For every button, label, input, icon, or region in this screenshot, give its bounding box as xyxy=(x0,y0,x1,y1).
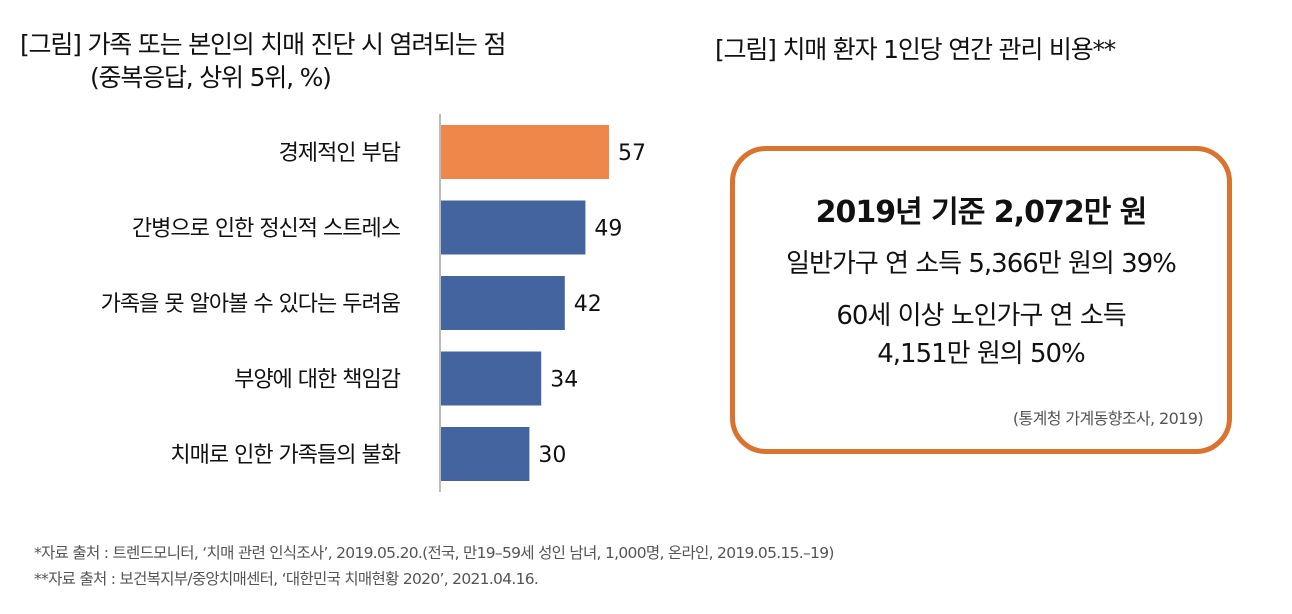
bar-3 xyxy=(441,276,565,330)
value-label-5: 30 xyxy=(538,443,566,468)
bar-4 xyxy=(441,351,542,406)
cost-line-general-household: 일반가구 연 소득 5,366만 원의 39% xyxy=(786,249,1177,279)
left-title-line1: [그림] 가족 또는 본인의 치매 진단 시 염려되는 점 xyxy=(20,30,506,59)
category-label-3: 가족을 못 알아볼 수 있다는 두려움 xyxy=(101,292,401,317)
bar-5 xyxy=(441,427,530,481)
value-label-2: 49 xyxy=(594,217,622,242)
right-panel-title: [그림] 치매 환자 1인당 연간 관리 비용** xyxy=(715,35,1116,64)
left-title-line2: (중복응답, 상위 5위, %) xyxy=(90,63,332,92)
cost-line-elderly-household-1: 60세 이상 노인가구 연 소득 xyxy=(836,301,1126,331)
cost-source: (통계청 가계동향조사, 2019) xyxy=(1012,409,1204,428)
bar-1 xyxy=(441,125,609,179)
category-label-1: 경제적인 부담 xyxy=(279,141,401,166)
category-label-5: 치매로 인한 가족들의 불화 xyxy=(170,443,400,468)
cost-summary-box: 2019년 기준 2,072만 원 일반가구 연 소득 5,366만 원의 39… xyxy=(730,146,1232,454)
footnotes: *자료 출처 : 트렌드모니터, ‘치매 관련 인식조사’, 2019.05.2… xyxy=(34,540,834,592)
cost-headline: 2019년 기준 2,072만 원 xyxy=(815,195,1148,230)
category-label-2: 간병으로 인한 정신적 스트레스 xyxy=(132,217,401,242)
footnote-1: *자료 출처 : 트렌드모니터, ‘치매 관련 인식조사’, 2019.05.2… xyxy=(34,544,834,562)
cost-line-elderly-household-2: 4,151만 원의 50% xyxy=(877,339,1086,369)
bar-2 xyxy=(441,200,586,255)
value-label-3: 42 xyxy=(574,292,602,317)
value-label-4: 34 xyxy=(550,368,578,393)
bar-chart: 경제적인 부담 57 간병으로 인한 정신적 스트레스 49 가족을 못 알아볼 수 있… xyxy=(101,114,646,492)
left-chart-title: [그림] 가족 또는 본인의 치매 진단 시 염려되는 점 (중복응답, 상위 … xyxy=(20,28,506,94)
footnote-2: **자료 출처 : 보건복지부/중앙치매센터, ‘대한민국 치매현황 2020’… xyxy=(34,570,539,588)
value-label-1: 57 xyxy=(618,141,646,166)
category-label-4: 부양에 대한 책임감 xyxy=(234,368,401,393)
